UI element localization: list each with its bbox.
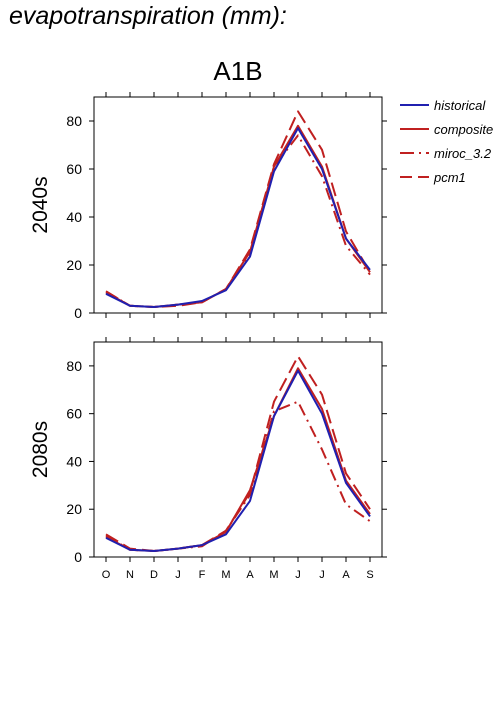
x-tick-label: F [199,569,206,581]
x-tick-label: J [175,569,181,581]
x-tick-label: J [319,569,325,581]
series-line-miroc-3-2 [105,134,371,308]
page-title: evapotranspiration (mm): [9,2,287,30]
y-tick-label: 80 [66,358,82,374]
plot-frame [93,96,383,314]
series-line-historical [105,369,371,552]
series-line-miroc-3-2 [105,400,371,552]
panel-2040s: 0 20 40 60 80 2040s [29,92,387,321]
x-tick-label: M [269,569,278,581]
y-tick-label: 0 [74,549,82,565]
y-tick-label: 60 [66,406,82,422]
x-tick-label: M [221,569,230,581]
panel-2080s: 0 20 40 60 80 O N D J F M A M J J A S 2080s [29,337,387,581]
x-tick-label: A [246,569,254,581]
legend-label: historical [434,98,486,113]
chart-legend: historical composite miroc_3.2 pcm1 [400,98,493,185]
series-line-composite [105,367,371,552]
y-tick-label: 80 [66,113,82,129]
y-axis-label: 2040s [29,176,52,233]
legend-label: pcm1 [433,170,466,185]
legend-label: miroc_3.2 [434,146,492,161]
series-line-pcm1 [105,355,371,552]
y-tick-label: 60 [66,161,82,177]
x-tick-label: D [150,569,158,581]
x-tick-label: O [102,569,111,581]
plot-frame [93,341,383,558]
x-tick-label: S [366,569,373,581]
y-axis-label: 2080s [29,421,52,478]
x-tick-label: A [342,569,350,581]
series-line-historical [105,127,371,308]
y-tick-label: 40 [66,453,82,469]
series-line-pcm1 [105,110,371,308]
y-tick-label: 40 [66,209,82,225]
x-tick-label: J [295,569,301,581]
legend-label: composite [434,122,493,137]
series-line-composite [105,124,371,308]
chart-title: A1B [213,56,262,86]
y-tick-label: 20 [66,257,82,273]
x-tick-label: N [126,569,134,581]
y-tick-label: 20 [66,501,82,517]
y-tick-label: 0 [74,305,82,321]
